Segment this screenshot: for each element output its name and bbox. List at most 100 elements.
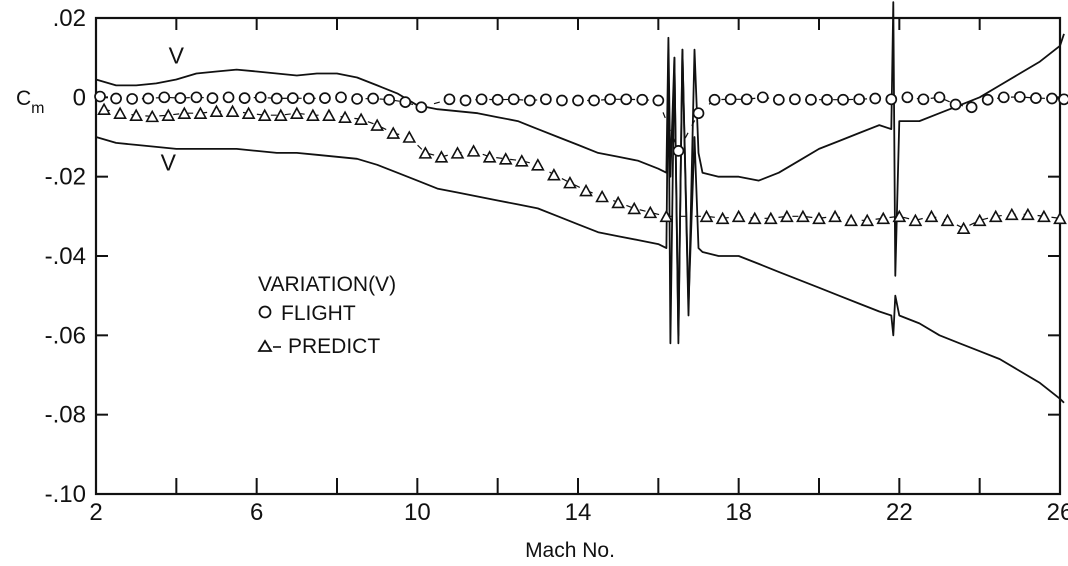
flight-point (1013, 91, 1026, 103)
predict-point (434, 150, 449, 163)
predict-point (828, 209, 842, 223)
predict-point (627, 201, 642, 215)
flight-point (399, 96, 412, 108)
flight-point (491, 93, 504, 106)
y-axis-title-subscript: m (31, 100, 44, 117)
predict-point (972, 213, 987, 227)
flight-point (997, 91, 1010, 104)
predict-point (595, 189, 609, 203)
variation-label: V (161, 150, 177, 176)
predict-point (860, 213, 875, 227)
legend-label-predict: PREDICT (288, 335, 380, 358)
predict-point (257, 108, 272, 121)
flight-point (238, 92, 251, 104)
flight-point (556, 94, 568, 107)
flight-point (142, 92, 155, 105)
predict-point (225, 104, 240, 118)
y-axis-title: Cm (16, 87, 45, 117)
predict-point (780, 209, 794, 223)
predict-point (354, 112, 368, 125)
x-tick-label: 2 (89, 499, 102, 526)
predict-point (306, 108, 320, 121)
flight-point (126, 93, 138, 105)
flight-point (789, 93, 801, 106)
predict-point (418, 146, 433, 159)
flight-point (652, 94, 665, 107)
flight-point (475, 93, 488, 106)
predict-dashed-line (103, 108, 1061, 229)
predict-point (450, 146, 465, 159)
flight-point (805, 93, 817, 106)
predict-point (940, 213, 955, 227)
predict-point (908, 213, 923, 227)
y-tick-label: -.10 (45, 481, 86, 508)
predict-point (763, 211, 778, 225)
flight-point (885, 93, 898, 106)
predict-point (514, 154, 529, 167)
flight-point (1058, 93, 1068, 106)
x-axis-title: Mach No. (525, 539, 615, 562)
predict-point (177, 106, 192, 119)
flight-point (692, 107, 705, 120)
flight-point (901, 91, 914, 104)
predict-point (659, 209, 674, 223)
predict-point (466, 144, 481, 157)
y-tick-label: -.02 (45, 164, 86, 191)
flight-point (869, 92, 882, 105)
legend-triangle-marker (257, 339, 273, 352)
predict-point (370, 118, 385, 131)
predict-point (924, 209, 939, 223)
x-axis: 2 6 10 14 18 22 26 (89, 18, 1068, 526)
predict-point (796, 209, 810, 223)
flight-point (821, 93, 833, 106)
predict-point (145, 109, 160, 123)
predict-point (498, 152, 513, 165)
flight-point (917, 93, 930, 106)
flight-point (620, 93, 633, 106)
predict-point (876, 211, 891, 225)
flight-point (415, 101, 428, 114)
predict-point (241, 106, 256, 119)
predict-point (747, 211, 762, 225)
predict-point (563, 175, 577, 189)
flight-point (270, 92, 283, 105)
predict-point (530, 158, 545, 171)
variation-upper-line (95, 1, 1065, 345)
series-layer: VV (94, 1, 1068, 404)
flight-point (351, 93, 363, 105)
flight-point (158, 91, 171, 104)
predict-point (611, 195, 626, 209)
predict-point (892, 209, 907, 223)
x-tick-label: 14 (565, 499, 592, 526)
flight-point (837, 93, 849, 106)
legend-title: VARIATION(V) (258, 273, 396, 296)
predict-point (386, 126, 401, 139)
flight-point (303, 92, 315, 105)
plot-frame (94, 16, 1062, 496)
flight-point (507, 93, 520, 106)
predict-point (338, 110, 352, 123)
flight-point (286, 92, 299, 104)
flight-point (933, 91, 946, 104)
predict-point (579, 183, 593, 197)
flight-point (443, 93, 456, 106)
predict-point (715, 211, 730, 225)
predict-point (113, 106, 127, 119)
flight-point (708, 93, 721, 106)
flight-point (672, 145, 685, 157)
flight-point (1046, 92, 1058, 105)
predict-point (988, 209, 1003, 223)
flight-point (772, 93, 785, 106)
legend-label-flight: FLIGHT (281, 302, 356, 325)
y-tick-label: .02 (53, 5, 86, 32)
predict-point (643, 205, 658, 219)
flight-point (756, 91, 769, 104)
flight-point (981, 93, 994, 106)
predict-point (273, 108, 288, 121)
flight-point (540, 93, 552, 106)
flight-point (588, 94, 600, 107)
y-tick-label: 0 (73, 84, 86, 111)
flight-point (965, 101, 978, 114)
flight-point (319, 92, 331, 104)
flight-point (254, 91, 267, 104)
